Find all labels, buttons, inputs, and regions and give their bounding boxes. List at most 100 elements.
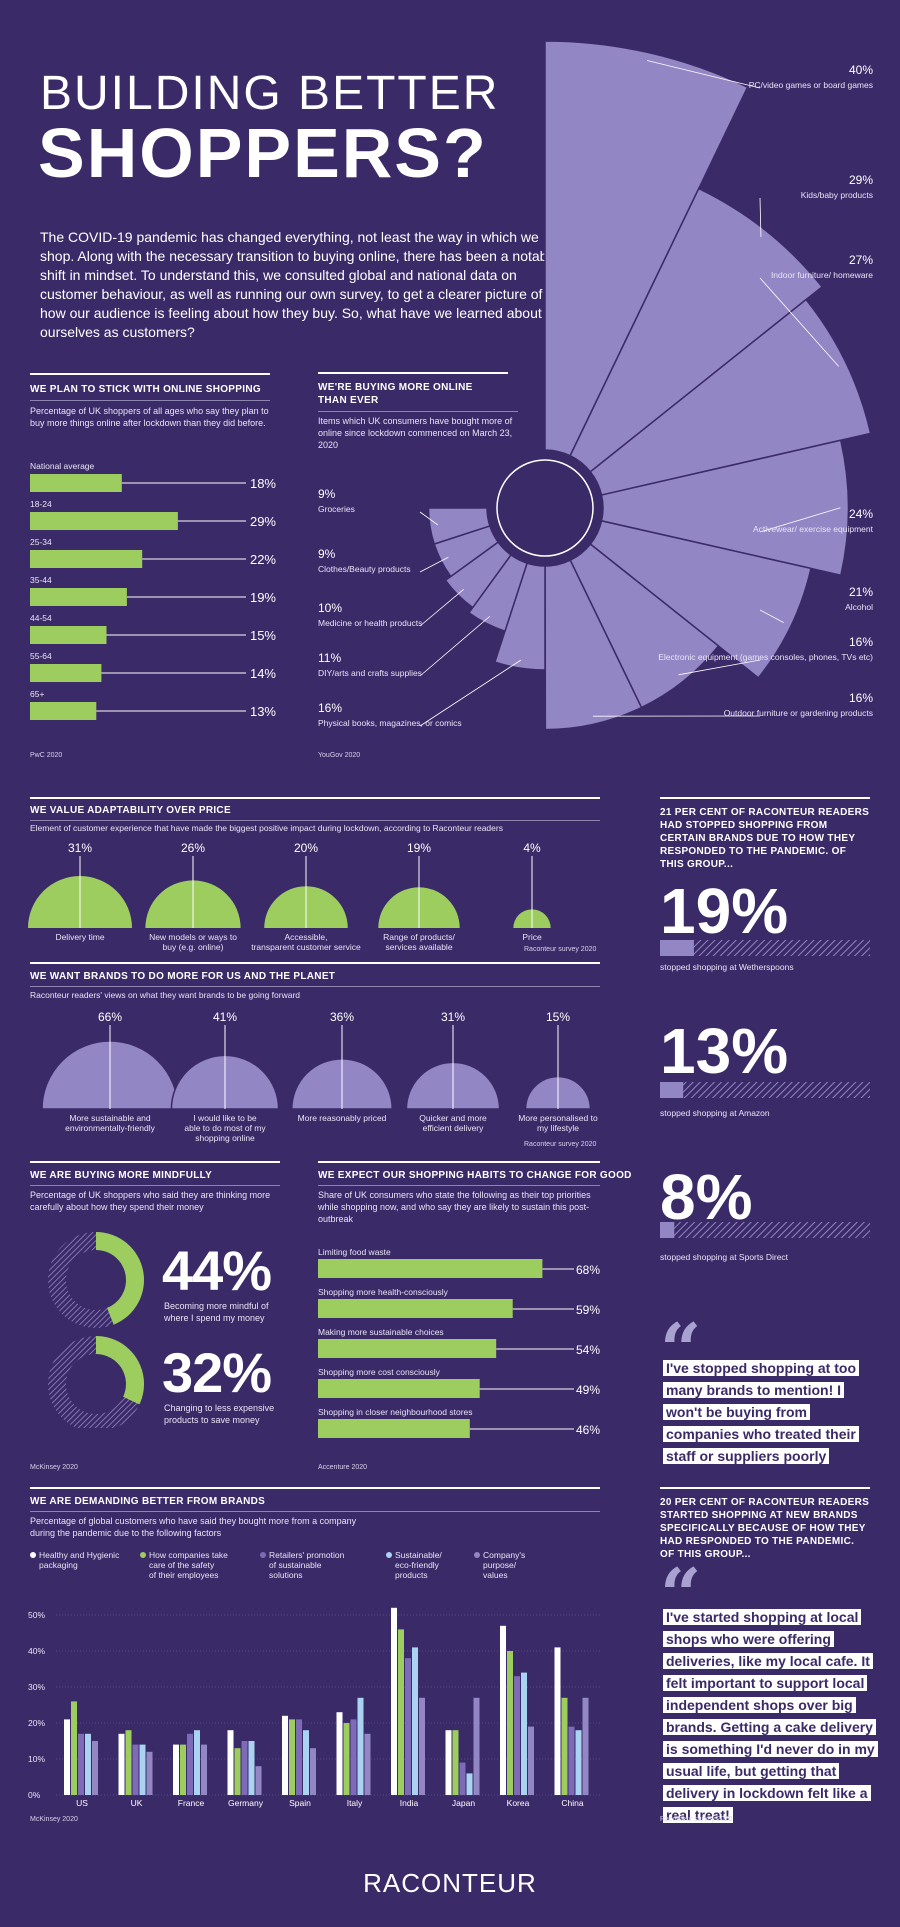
legend-label: solutions: [269, 1570, 303, 1580]
divider: [660, 1487, 870, 1489]
x-tick-label: US: [76, 1798, 88, 1808]
bar: [64, 1719, 70, 1795]
x-tick-label: Spain: [289, 1798, 311, 1808]
bar: [296, 1719, 302, 1795]
mindful-value-2: 32%: [162, 1341, 272, 1404]
bar: [582, 1697, 589, 1795]
category-label: DIY/arts and crafts supplies: [318, 668, 422, 678]
donut-segment: [96, 1336, 144, 1405]
bar: [405, 1658, 411, 1795]
stopped-bars: [660, 940, 870, 1238]
category-label: environmentally-friendly: [65, 1123, 156, 1133]
category-label: Outdoor furniture or gardening products: [724, 708, 873, 718]
bar: [194, 1730, 200, 1795]
adaptability-title: WE VALUE ADAPTABILITY OVER PRICE: [30, 805, 231, 816]
demanding-desc: Percentage of global customers who have …: [30, 1516, 357, 1538]
value-label: 46%: [576, 1423, 600, 1437]
bar: [343, 1723, 350, 1795]
leader-line: [759, 197, 762, 238]
category-label: Clothes/Beauty products: [318, 564, 411, 574]
value-label: 26%: [181, 841, 205, 855]
divider: [318, 411, 518, 412]
bar: [514, 1676, 520, 1795]
bar: [201, 1744, 207, 1795]
divider: [30, 1161, 280, 1163]
divider: [30, 797, 600, 799]
bar: [336, 1712, 343, 1795]
value-label: 22%: [250, 552, 276, 567]
bar: [318, 1339, 497, 1358]
legend-label: How companies take: [149, 1550, 228, 1560]
category-label: able to do most of my: [184, 1123, 266, 1133]
bar: [30, 626, 107, 644]
x-tick-label: UK: [131, 1798, 143, 1808]
y-tick-label: 10%: [28, 1754, 45, 1764]
category-label: my lifestyle: [537, 1123, 579, 1133]
progress-track: [660, 1222, 870, 1238]
bar: [561, 1697, 568, 1795]
stopped-value-3: 8%: [660, 1161, 753, 1233]
category-label: Accessible,: [285, 932, 328, 942]
value-label: 36%: [330, 1010, 354, 1024]
bar: [452, 1730, 459, 1795]
legend-swatch: [260, 1552, 266, 1558]
leader-line: [759, 609, 784, 623]
bar: [568, 1726, 575, 1795]
category-label: Quicker and more: [419, 1113, 487, 1123]
mindful-value-1: 44%: [162, 1239, 272, 1302]
divider: [318, 372, 508, 374]
bar-label: National average: [30, 461, 95, 471]
buying-more-source: YouGov 2020: [318, 752, 361, 759]
mindful-desc: Percentage of UK shoppers who said they …: [30, 1190, 271, 1212]
bar: [500, 1625, 506, 1795]
leader-line: [759, 277, 839, 367]
value-label: 11%: [318, 651, 341, 665]
category-label: New models or ways to: [149, 932, 237, 942]
online-stick-title: WE PLAN TO STICK WITH ONLINE SHOPPING: [30, 384, 261, 395]
category-label: Electronic equipment (games consoles, ph…: [658, 652, 873, 662]
x-tick-label: France: [178, 1798, 205, 1808]
bar: [391, 1607, 397, 1795]
divider: [30, 400, 270, 401]
bar: [528, 1726, 534, 1795]
divider: [30, 986, 600, 987]
progress-fill: [660, 940, 694, 956]
started-quote: I've started shopping at local shops who…: [663, 1609, 878, 1823]
divider: [30, 1487, 600, 1489]
category-label: Kids/baby products: [801, 190, 873, 200]
value-label: 9%: [318, 487, 336, 501]
category-label: Activewear/ exercise equipment: [753, 524, 874, 534]
legend-label: of sustainable: [269, 1560, 322, 1570]
started-source: Raconteur survey 2020: [660, 1816, 733, 1823]
bar-label: 25-34: [30, 537, 52, 547]
stopped-value-1: 19%: [660, 875, 789, 947]
category-label: efficient delivery: [423, 1123, 485, 1133]
bar: [227, 1730, 234, 1795]
category-label: Range of products/: [383, 932, 455, 942]
bar: [92, 1741, 98, 1795]
leader-line: [419, 556, 449, 573]
category-label: I would like to be: [193, 1113, 257, 1123]
bar: [473, 1697, 480, 1795]
value-label: 49%: [576, 1383, 600, 1397]
bar: [364, 1733, 371, 1795]
bar-label: Shopping more cost consciously: [318, 1367, 441, 1377]
bar-label: 18-24: [30, 499, 52, 509]
value-label: 9%: [318, 547, 336, 561]
category-label: transparent customer service: [251, 942, 361, 952]
bar: [419, 1697, 425, 1795]
bar: [78, 1733, 84, 1795]
divider: [30, 373, 270, 375]
x-tick-label: Japan: [452, 1798, 475, 1808]
value-label: 18%: [250, 476, 276, 491]
title-line-2: SHOPPERS?: [38, 114, 488, 192]
habits-chart: Limiting food waste 68% Shopping more heal…: [318, 1247, 600, 1438]
bar: [241, 1741, 248, 1795]
bar: [173, 1744, 179, 1795]
legend-swatch: [474, 1552, 480, 1558]
legend-label: care of the safety: [149, 1560, 215, 1570]
brands-more-desc: Raconteur readers' views on what they wa…: [30, 990, 300, 1000]
bar: [575, 1730, 582, 1795]
online-stick-desc: Percentage of UK shoppers of all ages wh…: [30, 406, 269, 428]
